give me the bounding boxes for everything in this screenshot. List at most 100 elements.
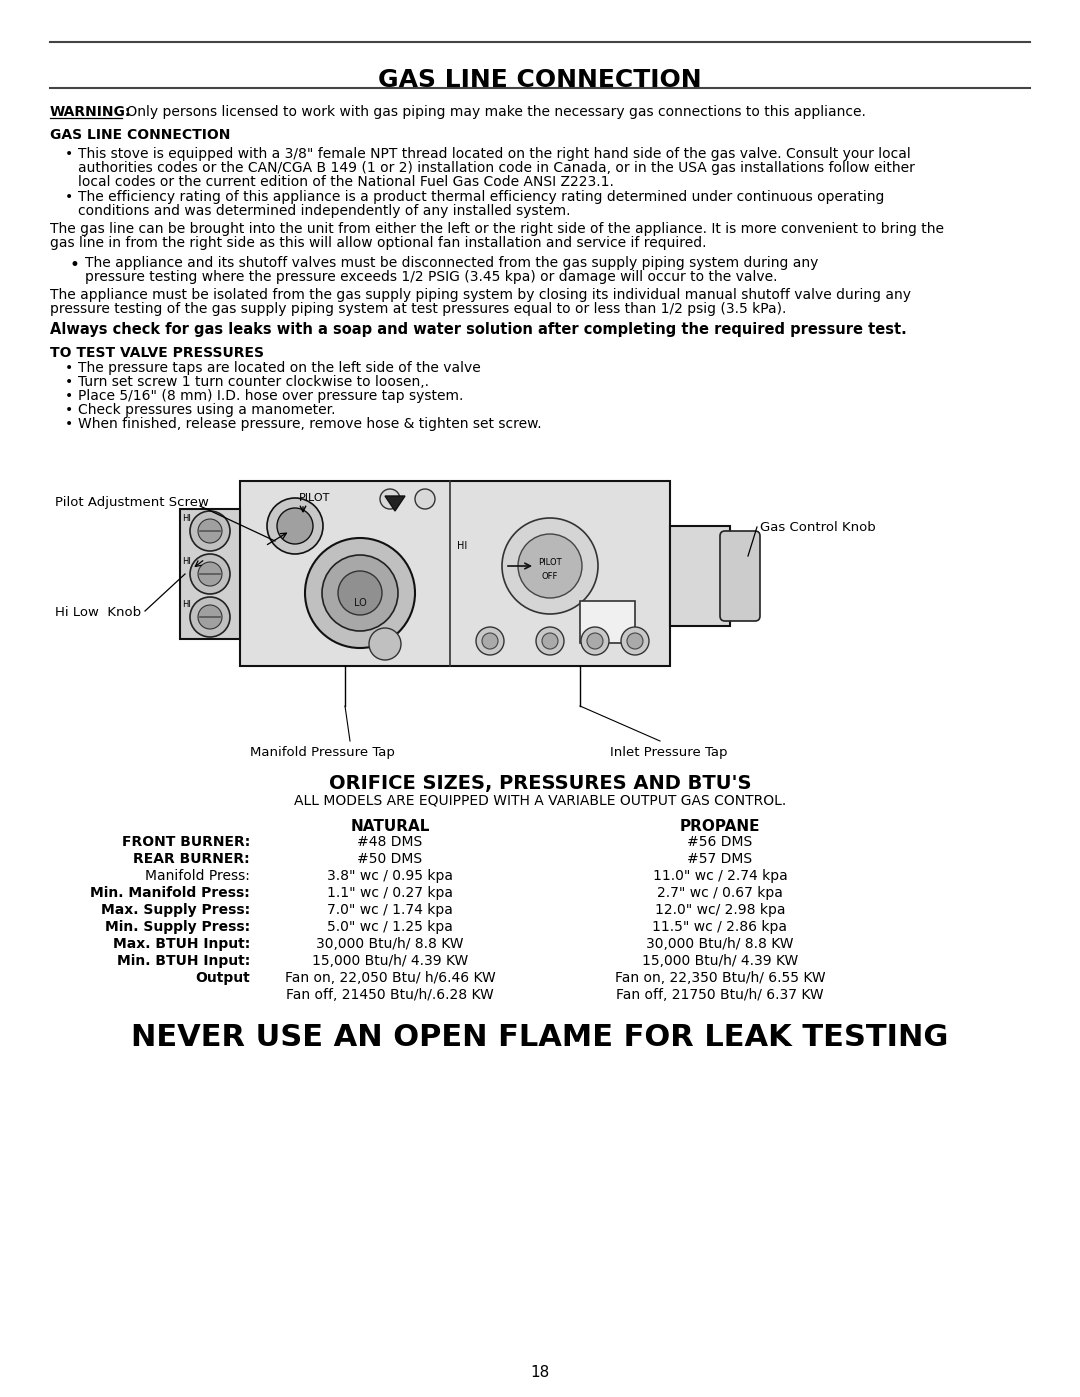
Circle shape xyxy=(627,633,643,650)
Text: conditions and was determined independently of any installed system.: conditions and was determined independen… xyxy=(78,204,570,218)
Text: 30,000 Btu/h/ 8.8 KW: 30,000 Btu/h/ 8.8 KW xyxy=(646,937,794,951)
Text: ORIFICE SIZES, PRESSURES AND BTU'S: ORIFICE SIZES, PRESSURES AND BTU'S xyxy=(328,774,752,793)
Text: Inlet Pressure Tap: Inlet Pressure Tap xyxy=(610,746,728,759)
Circle shape xyxy=(476,627,504,655)
Text: 3.8" wc / 0.95 kpa: 3.8" wc / 0.95 kpa xyxy=(327,869,453,883)
Text: Manifold Press:: Manifold Press: xyxy=(145,869,249,883)
Text: ALL MODELS ARE EQUIPPED WITH A VARIABLE OUTPUT GAS CONTROL.: ALL MODELS ARE EQUIPPED WITH A VARIABLE … xyxy=(294,793,786,807)
Bar xyxy=(670,527,730,626)
Text: pressure testing where the pressure exceeds 1/2 PSIG (3.45 kpa) or damage will o: pressure testing where the pressure exce… xyxy=(85,270,778,284)
Circle shape xyxy=(338,571,382,615)
Text: authorities codes or the CAN/CGA B 149 (1 or 2) installation code in Canada, or : authorities codes or the CAN/CGA B 149 (… xyxy=(78,161,915,175)
Text: Max. Supply Press:: Max. Supply Press: xyxy=(100,902,249,916)
Text: NATURAL: NATURAL xyxy=(350,819,430,834)
Circle shape xyxy=(588,633,603,650)
Text: Only persons licensed to work with gas piping may make the necessary gas connect: Only persons licensed to work with gas p… xyxy=(122,105,866,119)
Text: Fan off, 21750 Btu/h/ 6.37 KW: Fan off, 21750 Btu/h/ 6.37 KW xyxy=(617,988,824,1002)
Polygon shape xyxy=(384,496,405,511)
Text: #48 DMS: #48 DMS xyxy=(357,835,422,849)
Text: Always check for gas leaks with a soap and water solution after completing the r: Always check for gas leaks with a soap a… xyxy=(50,321,907,337)
Text: HI: HI xyxy=(183,599,191,609)
Text: 12.0" wc/ 2.98 kpa: 12.0" wc/ 2.98 kpa xyxy=(654,902,785,916)
Circle shape xyxy=(190,597,230,637)
Bar xyxy=(180,509,240,638)
Circle shape xyxy=(369,629,401,659)
Text: Min. Supply Press:: Min. Supply Press: xyxy=(105,921,249,935)
Text: HI: HI xyxy=(183,557,191,566)
Circle shape xyxy=(502,518,598,615)
Text: Fan off, 21450 Btu/h/.6.28 KW: Fan off, 21450 Btu/h/.6.28 KW xyxy=(286,988,494,1002)
Circle shape xyxy=(581,627,609,655)
Text: •: • xyxy=(65,360,73,374)
Text: Fan on, 22,050 Btu/ h/6.46 KW: Fan on, 22,050 Btu/ h/6.46 KW xyxy=(285,971,496,985)
Text: 7.0" wc / 1.74 kpa: 7.0" wc / 1.74 kpa xyxy=(327,902,453,916)
Text: Hi Low  Knob: Hi Low Knob xyxy=(55,606,141,619)
Circle shape xyxy=(621,627,649,655)
Text: FRONT BURNER:: FRONT BURNER: xyxy=(122,835,249,849)
Text: Place 5/16" (8 mm) I.D. hose over pressure tap system.: Place 5/16" (8 mm) I.D. hose over pressu… xyxy=(78,388,463,402)
Circle shape xyxy=(380,489,400,509)
Text: OFF: OFF xyxy=(542,571,558,581)
Circle shape xyxy=(518,534,582,598)
Text: local codes or the current edition of the National Fuel Gas Code ANSI Z223.1.: local codes or the current edition of th… xyxy=(78,175,613,189)
Text: NEVER USE AN OPEN FLAME FOR LEAK TESTING: NEVER USE AN OPEN FLAME FOR LEAK TESTING xyxy=(132,1023,948,1052)
Text: The appliance and its shutoff valves must be disconnected from the gas supply pi: The appliance and its shutoff valves mus… xyxy=(85,256,819,270)
Text: 11.0" wc / 2.74 kpa: 11.0" wc / 2.74 kpa xyxy=(652,869,787,883)
Text: •: • xyxy=(65,388,73,402)
Text: Turn set screw 1 turn counter clockwise to loosen,.: Turn set screw 1 turn counter clockwise … xyxy=(78,374,429,388)
Text: pressure testing of the gas supply piping system at test pressures equal to or l: pressure testing of the gas supply pipin… xyxy=(50,302,786,316)
Text: Min. Manifold Press:: Min. Manifold Press: xyxy=(91,886,249,900)
Text: #50 DMS: #50 DMS xyxy=(357,852,422,866)
Text: HI: HI xyxy=(183,514,191,522)
Bar xyxy=(240,481,670,666)
Text: •: • xyxy=(65,416,73,432)
Text: The efficiency rating of this appliance is a product thermal efficiency rating d: The efficiency rating of this appliance … xyxy=(78,190,885,204)
Text: •: • xyxy=(70,256,80,274)
Circle shape xyxy=(190,511,230,550)
Circle shape xyxy=(276,509,313,543)
Circle shape xyxy=(415,489,435,509)
Bar xyxy=(580,601,635,643)
Text: Manifold Pressure Tap: Manifold Pressure Tap xyxy=(249,746,395,759)
Text: 1.1" wc / 0.27 kpa: 1.1" wc / 0.27 kpa xyxy=(327,886,453,900)
Text: •: • xyxy=(65,190,73,204)
Text: PROPANE: PROPANE xyxy=(679,819,760,834)
Circle shape xyxy=(482,633,498,650)
Circle shape xyxy=(198,520,222,543)
Text: Gas Control Knob: Gas Control Knob xyxy=(760,521,876,534)
Text: The gas line can be brought into the unit from either the left or the right side: The gas line can be brought into the uni… xyxy=(50,222,944,236)
Text: PILOT: PILOT xyxy=(538,557,562,567)
Circle shape xyxy=(542,633,558,650)
Text: 15,000 Btu/h/ 4.39 KW: 15,000 Btu/h/ 4.39 KW xyxy=(642,954,798,968)
Text: This stove is equipped with a 3/8" female NPT thread located on the right hand s: This stove is equipped with a 3/8" femal… xyxy=(78,147,910,161)
Text: REAR BURNER:: REAR BURNER: xyxy=(133,852,249,866)
Text: 30,000 Btu/h/ 8.8 KW: 30,000 Btu/h/ 8.8 KW xyxy=(316,937,463,951)
Text: #57 DMS: #57 DMS xyxy=(688,852,753,866)
Circle shape xyxy=(322,555,399,631)
Text: HI: HI xyxy=(457,541,468,550)
Text: Output: Output xyxy=(195,971,249,985)
Text: 11.5" wc / 2.86 kpa: 11.5" wc / 2.86 kpa xyxy=(652,921,787,935)
Text: •: • xyxy=(65,402,73,416)
Text: gas line in from the right side as this will allow optional fan installation and: gas line in from the right side as this … xyxy=(50,236,706,250)
Text: Pilot Adjustment Screw: Pilot Adjustment Screw xyxy=(55,496,208,509)
Text: •: • xyxy=(65,147,73,161)
Circle shape xyxy=(198,562,222,585)
Text: The appliance must be isolated from the gas supply piping system by closing its : The appliance must be isolated from the … xyxy=(50,288,912,302)
Text: PILOT: PILOT xyxy=(299,493,330,503)
Text: GAS LINE CONNECTION: GAS LINE CONNECTION xyxy=(50,129,230,142)
Text: WARNING:: WARNING: xyxy=(50,105,132,119)
Text: The pressure taps are located on the left side of the valve: The pressure taps are located on the lef… xyxy=(78,360,481,374)
Circle shape xyxy=(198,605,222,629)
Circle shape xyxy=(305,538,415,648)
Circle shape xyxy=(190,555,230,594)
Text: Min. BTUH Input:: Min. BTUH Input: xyxy=(117,954,249,968)
Text: Check pressures using a manometer.: Check pressures using a manometer. xyxy=(78,402,336,416)
Text: GAS LINE CONNECTION: GAS LINE CONNECTION xyxy=(378,68,702,92)
Circle shape xyxy=(536,627,564,655)
Text: #56 DMS: #56 DMS xyxy=(687,835,753,849)
Text: •: • xyxy=(65,374,73,388)
Text: 15,000 Btu/h/ 4.39 KW: 15,000 Btu/h/ 4.39 KW xyxy=(312,954,468,968)
Text: 18: 18 xyxy=(530,1365,550,1380)
Text: Max. BTUH Input:: Max. BTUH Input: xyxy=(112,937,249,951)
